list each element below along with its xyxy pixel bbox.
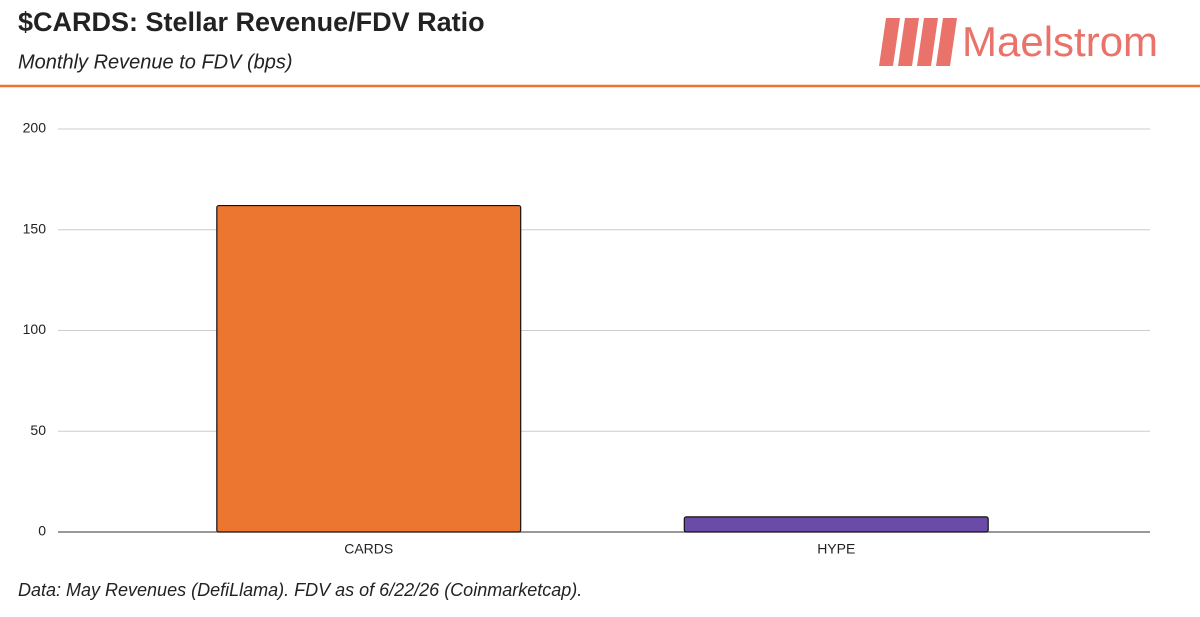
logo-text: Maelstrom [962, 18, 1158, 65]
footnote: Data: May Revenues (DefiLlama). FDV as o… [18, 580, 582, 600]
bar [216, 204, 522, 533]
y-tick-label: 200 [23, 120, 47, 136]
x-tick-label: HYPE [817, 541, 855, 557]
bar [683, 516, 989, 533]
y-tick-label: 100 [23, 321, 47, 337]
logo-mark [879, 18, 957, 66]
y-tick-label: 0 [38, 523, 46, 539]
x-tick-label: CARDS [344, 541, 393, 557]
y-tick-label: 150 [23, 220, 47, 236]
chart-title: $CARDS: Stellar Revenue/FDV Ratio [18, 7, 485, 37]
y-tick-label: 50 [30, 422, 46, 438]
chart-subtitle: Monthly Revenue to FDV (bps) [18, 51, 293, 73]
